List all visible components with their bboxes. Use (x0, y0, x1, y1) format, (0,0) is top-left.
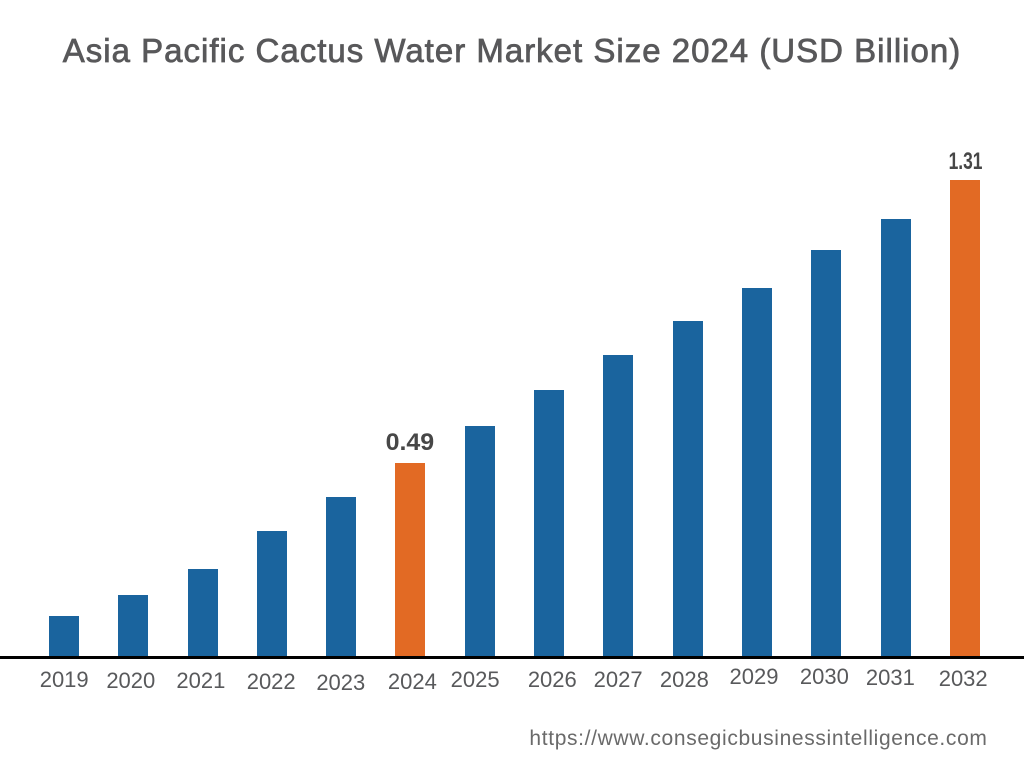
svg-text:0.49: 0.49 (386, 429, 435, 456)
svg-text:1.31: 1.31 (949, 148, 983, 175)
